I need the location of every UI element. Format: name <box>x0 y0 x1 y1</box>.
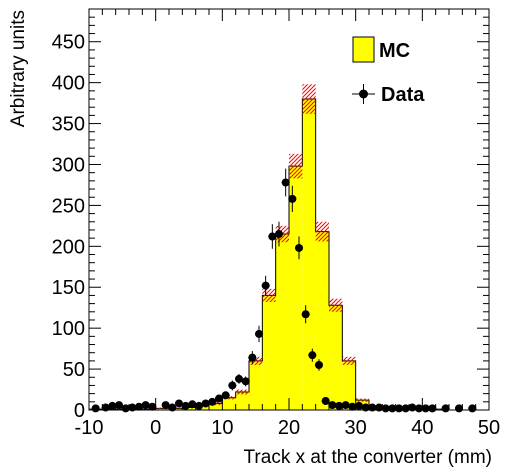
x-tick-label: 40 <box>411 417 433 439</box>
data-point <box>108 401 117 410</box>
mc-bar <box>302 99 316 410</box>
x-tick-label: 30 <box>345 417 367 439</box>
mc-uncertainty-band <box>302 84 316 114</box>
y-tick-label: 200 <box>52 236 85 258</box>
data-point <box>248 351 257 365</box>
legend-mc-label: MC <box>379 40 410 62</box>
data-point <box>91 404 100 413</box>
y-tick-label: 0 <box>74 400 85 422</box>
data-point <box>341 401 350 410</box>
data-point <box>215 394 223 403</box>
mc-uncertainty-band <box>249 356 263 365</box>
data-point <box>428 404 437 413</box>
legend-mc-swatch <box>352 36 375 63</box>
y-tick-label: 50 <box>63 359 85 381</box>
y-tick-label: 300 <box>52 154 85 176</box>
y-tick-label: 250 <box>52 195 85 217</box>
y-tick-label: 350 <box>52 114 85 136</box>
y-tick-label: 450 <box>52 32 85 54</box>
y-tick-label: 100 <box>52 318 85 340</box>
data-point <box>321 396 330 405</box>
data-point <box>115 401 123 410</box>
mc-bar <box>342 360 356 410</box>
data-point <box>241 376 250 387</box>
data-point <box>441 404 450 413</box>
mc-bar <box>289 166 303 410</box>
mc-uncertainty-band <box>262 288 276 302</box>
data-point <box>148 402 157 411</box>
data-point <box>161 401 170 410</box>
y-axis-title: Arbitrary units <box>8 10 29 127</box>
x-tick-label: 20 <box>278 417 300 439</box>
y-tick-label: 150 <box>52 277 85 299</box>
data-point <box>468 404 477 413</box>
data-point <box>275 221 283 247</box>
mc-uncertainty-band <box>235 389 249 395</box>
x-axis: -10 0 10 20 30 40 50 <box>75 9 500 439</box>
legend-data-label: Data <box>381 84 425 106</box>
data-point <box>181 401 190 410</box>
data-point <box>208 397 217 406</box>
mc-bar <box>182 407 196 410</box>
data-point <box>315 359 323 371</box>
x-axis-title: Track x at the converter (mm) <box>244 447 492 468</box>
mc-bar <box>275 234 289 410</box>
mc-uncertainty-band <box>142 408 156 410</box>
legend: MC Data <box>352 36 425 106</box>
data-point <box>335 401 343 410</box>
data-point <box>268 224 277 249</box>
mc-uncertainty-band <box>315 221 329 242</box>
y-axis: 0 50 100 150 200 250 300 350 400 450 <box>52 8 489 422</box>
data-point <box>141 401 150 410</box>
mc-bar <box>262 295 276 410</box>
data-point <box>348 402 357 411</box>
data-point <box>455 404 463 413</box>
data-point <box>308 348 317 362</box>
mc-uncertainty-band <box>155 407 169 410</box>
data-points <box>91 168 477 413</box>
data-point <box>188 400 197 409</box>
mc-bar <box>222 397 236 410</box>
mc-uncertainty-band <box>289 153 303 179</box>
mc-uncertainty-band <box>329 298 343 312</box>
mc-bar <box>235 391 249 410</box>
data-point <box>201 399 210 408</box>
mc-uncertainty-band <box>222 396 236 400</box>
data-point <box>301 305 310 324</box>
y-tick-label: 400 <box>52 73 85 95</box>
mc-uncertainty-band <box>355 398 369 402</box>
x-tick-label: 50 <box>478 417 500 439</box>
x-tick-label: 10 <box>211 417 233 439</box>
data-point <box>228 380 237 391</box>
data-point <box>235 373 243 384</box>
data-point <box>135 402 143 411</box>
data-point <box>288 185 297 212</box>
mc-bar <box>209 403 223 410</box>
mc-bar <box>315 231 329 410</box>
data-point <box>355 401 363 410</box>
data-point <box>221 391 230 400</box>
x-tick-label: -10 <box>75 417 104 439</box>
data-point <box>295 236 303 260</box>
mc-bar <box>249 360 263 410</box>
data-point <box>328 401 337 410</box>
data-point <box>255 325 263 343</box>
data-point <box>281 168 290 197</box>
legend-data-marker <box>359 89 368 99</box>
data-point <box>175 399 183 408</box>
data-point <box>261 275 270 296</box>
x-tick-label: 0 <box>150 417 161 439</box>
mc-uncertainty-band <box>342 356 356 365</box>
data-point <box>195 401 203 410</box>
mc-bar <box>329 305 343 410</box>
